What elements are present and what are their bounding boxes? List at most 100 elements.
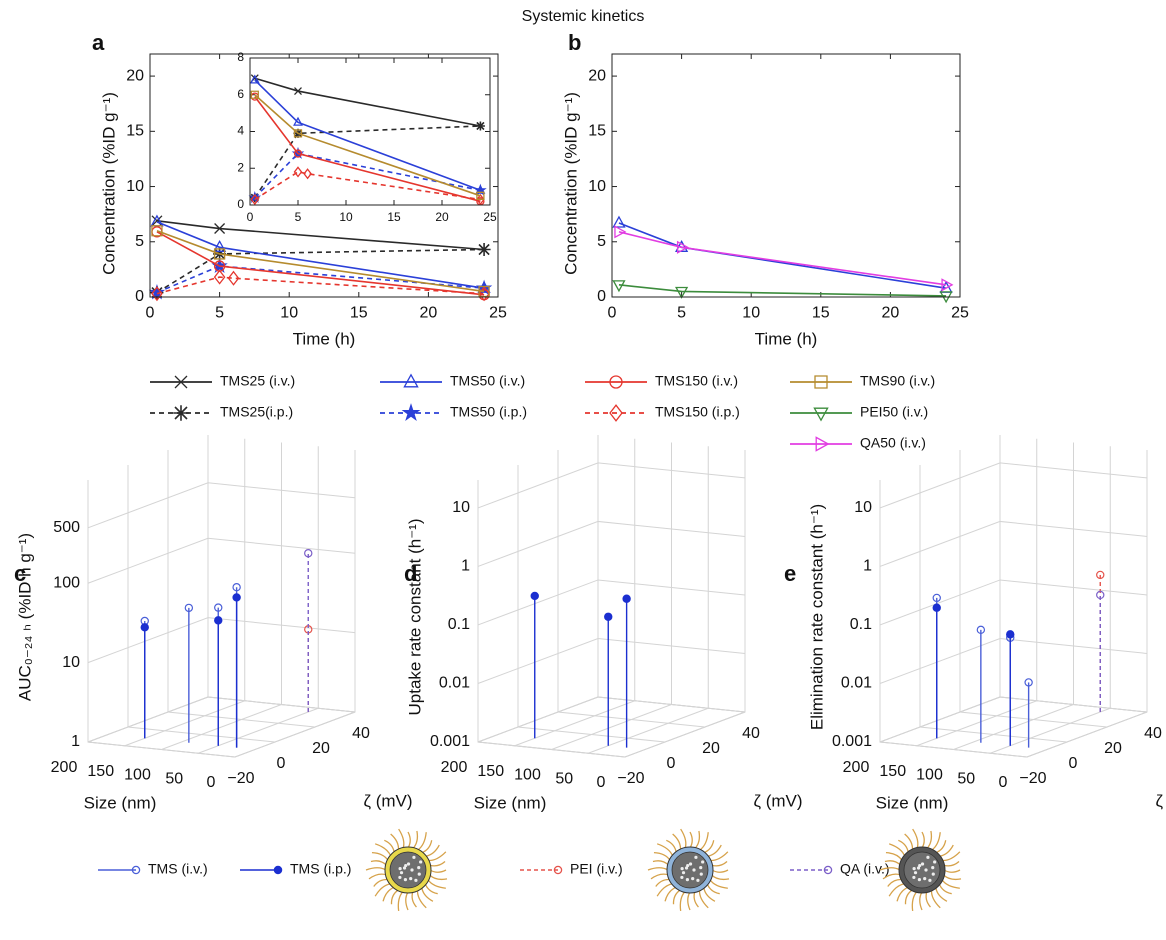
stem-marker	[1024, 678, 1033, 687]
x-tick-label: 20	[435, 210, 449, 224]
nanoparticle-pore	[403, 878, 408, 882]
nanoparticle-ligand	[656, 883, 673, 897]
grid-line	[207, 435, 356, 713]
panel-label: e	[784, 561, 796, 586]
nanoparticle-ligand	[384, 839, 395, 853]
nanoparticle-ligand	[888, 843, 906, 857]
grid-line	[916, 438, 1038, 747]
nanoparticle-ligand	[885, 851, 903, 861]
nanoparticle-pore	[692, 868, 696, 872]
nanoparticle-pore	[680, 875, 684, 880]
nanoparticle-pore	[414, 878, 418, 882]
nanoparticle-ligand	[374, 883, 391, 897]
y-tick-label: 20	[702, 740, 720, 757]
legend-label: TMS90 (i.v.)	[860, 373, 935, 389]
data-point	[250, 90, 259, 99]
grid-line	[999, 435, 1148, 713]
y-tick-label: 15	[126, 123, 144, 140]
z-tick-label: 500	[53, 519, 80, 536]
nanoparticle-ligand	[939, 844, 954, 857]
y-tick-label: 4	[237, 124, 244, 138]
legend-label: TMS50 (i.v.)	[450, 373, 525, 389]
nanoparticle-ligand	[711, 874, 730, 881]
data-point	[214, 223, 226, 234]
nanoparticle-ligand	[672, 889, 681, 905]
z-tick-label: 0.01	[439, 675, 470, 692]
nanoparticle-ligand	[650, 873, 669, 880]
series-line	[156, 221, 485, 289]
stem-marker	[604, 612, 613, 621]
nanoparticle-ligand	[390, 833, 400, 851]
grid-line	[990, 446, 1111, 754]
nanoparticle-ligand	[429, 861, 446, 867]
nanoparticle-ligand	[412, 830, 419, 849]
legend-marker	[173, 405, 189, 421]
x-tick-label: 50	[165, 770, 183, 787]
legend-label: TMS25(i.p.)	[220, 404, 293, 420]
nanoparticle-core	[903, 851, 941, 889]
nanoparticle-pore	[688, 862, 693, 866]
nanoparticle-ligand	[382, 886, 395, 902]
nanoparticle-ligand	[397, 891, 404, 912]
z-tick-label: 10	[62, 654, 80, 671]
nanoparticle-ligand	[427, 851, 447, 862]
grid-line	[517, 465, 666, 743]
nanoparticle-pore	[409, 876, 413, 881]
x-tick-label: 25	[951, 305, 969, 322]
x-tick-label: 100	[916, 767, 943, 784]
series-line	[156, 231, 485, 296]
stem-marker	[140, 623, 149, 632]
y-tick-label: 8	[237, 50, 244, 64]
stem-marker	[232, 593, 241, 602]
nanoparticle-pore	[926, 855, 930, 859]
x-axis-label: Size (nm)	[84, 793, 157, 812]
y-axis-label: ζ (mV)	[363, 791, 412, 810]
data-point	[151, 225, 163, 237]
stem-marker	[976, 625, 986, 635]
y-tick-label: 20	[126, 67, 144, 84]
nanoparticle-ligand	[368, 873, 387, 880]
x-tick-label: 20	[420, 305, 438, 322]
plot-area	[612, 54, 960, 297]
nanoparticle-pore	[399, 871, 404, 875]
grid-line	[624, 450, 746, 758]
nanoparticle-ligand	[417, 832, 427, 851]
legend-marker	[823, 865, 833, 875]
nanoparticle-ligand	[693, 891, 699, 908]
data-point	[478, 285, 490, 298]
y-tick-label: 10	[588, 178, 606, 195]
nanoparticle-pore	[694, 855, 698, 859]
legend-marker	[401, 403, 421, 421]
x-axis-label: Time (h)	[293, 329, 356, 348]
nanoparticle-ligand	[911, 891, 918, 912]
y-axis-label: Concentration (%ID g⁻¹)	[99, 92, 118, 275]
nanoparticle-pore	[417, 872, 421, 876]
grid-line	[879, 480, 1028, 758]
nanoparticle-pore	[912, 867, 916, 871]
nanoparticle-ligand	[407, 831, 411, 849]
z-tick-label: 1	[71, 733, 80, 750]
data-point	[213, 239, 227, 252]
nanoparticle-core	[389, 851, 427, 889]
nanoparticle-ligand	[371, 851, 389, 861]
legend-label: PEI (i.v.)	[570, 861, 623, 877]
data-point	[476, 191, 485, 200]
series-line	[156, 229, 485, 293]
nanoparticle-ligand	[429, 869, 447, 873]
nanoparticle-ligand	[689, 831, 693, 849]
grid-line	[87, 435, 209, 743]
z-tick-label: 0.1	[850, 616, 872, 633]
y-tick-label: 0	[277, 755, 286, 772]
x-tick-label: 25	[483, 210, 497, 224]
nanoparticle-pore	[913, 871, 918, 875]
data-point	[213, 269, 226, 285]
legend-marker	[553, 865, 563, 875]
series-line	[254, 125, 481, 199]
legend-marker	[609, 375, 623, 389]
x-tick-label: 10	[339, 210, 353, 224]
z-tick-label: 100	[53, 574, 80, 591]
nanoparticle-pore	[685, 878, 690, 882]
grid-line	[919, 465, 1068, 743]
x-tick-label: 100	[514, 767, 541, 784]
grid-line	[167, 450, 316, 728]
